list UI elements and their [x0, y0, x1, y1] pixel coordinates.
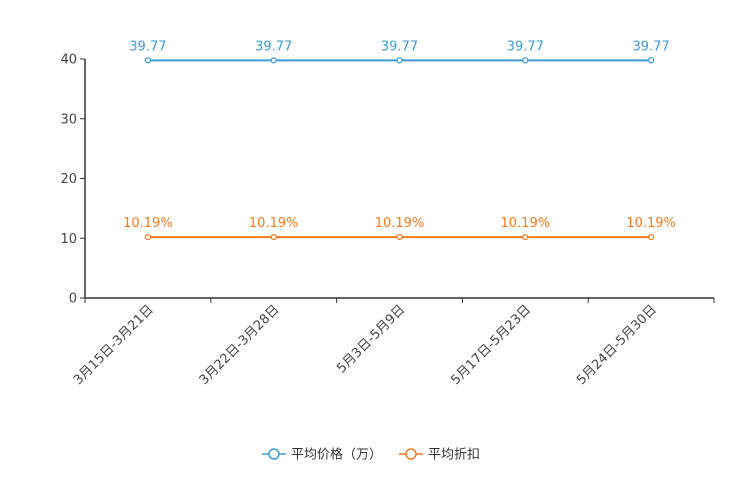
data-label: 39.77	[632, 39, 669, 54]
y-tick-label: 0	[69, 292, 77, 307]
data-point[interactable]	[396, 234, 403, 241]
data-label: 10.19%	[501, 216, 551, 231]
data-point[interactable]	[647, 234, 655, 241]
legend-item-2[interactable]: 平均折扣	[399, 448, 480, 463]
legend-item-1[interactable]: 平均价格（万）	[262, 447, 382, 463]
data-point[interactable]	[270, 234, 277, 241]
data-point[interactable]	[144, 234, 151, 241]
data-point[interactable]	[396, 57, 403, 64]
x-ticks: 3月15日-3月21日 3月22日-3月28日 5月3日-5月9日 5月17日-5月2…	[71, 298, 715, 388]
data-label: 39.77	[129, 39, 166, 54]
x-category-label: 3月22日-3月28日	[197, 302, 283, 388]
data-label: 10.19%	[375, 216, 425, 231]
y-tick-label: 30	[60, 112, 77, 127]
y-ticks: 0 10 20 30 40	[60, 53, 85, 307]
y-tick-label: 40	[60, 53, 77, 68]
data-point[interactable]	[270, 57, 277, 64]
series-1: 39.77 39.77 39.77 39.77 39.77	[129, 39, 670, 64]
legend-circle-icon	[268, 448, 280, 460]
data-point[interactable]	[647, 57, 655, 64]
x-category-label: 5月3日-5月9日	[334, 302, 408, 376]
data-label: 39.77	[381, 39, 418, 54]
data-label: 39.77	[255, 39, 292, 54]
data-label: 39.77	[507, 39, 544, 54]
y-tick-label: 20	[60, 172, 77, 187]
x-category-label: 3月15日-3月21日	[71, 302, 157, 388]
data-label: 10.19%	[626, 216, 676, 231]
data-point[interactable]	[144, 57, 151, 64]
y-tick-label: 10	[60, 232, 77, 247]
legend-label: 平均价格（万）	[291, 447, 382, 463]
data-label: 10.19%	[123, 216, 173, 231]
series-2: 10.19% 10.19% 10.19% 10.19% 10.19%	[123, 216, 676, 241]
legend-label: 平均折扣	[428, 448, 480, 463]
legend[interactable]: 平均价格（万） 平均折扣	[262, 447, 480, 463]
x-category-label: 5月24日-5月30日	[574, 302, 660, 388]
legend-circle-icon	[405, 448, 417, 460]
data-point[interactable]	[522, 57, 529, 64]
x-category-label: 5月17日-5月23日	[448, 302, 534, 388]
axes	[84, 59, 714, 299]
data-point[interactable]	[522, 234, 529, 241]
data-label: 10.19%	[249, 216, 299, 231]
